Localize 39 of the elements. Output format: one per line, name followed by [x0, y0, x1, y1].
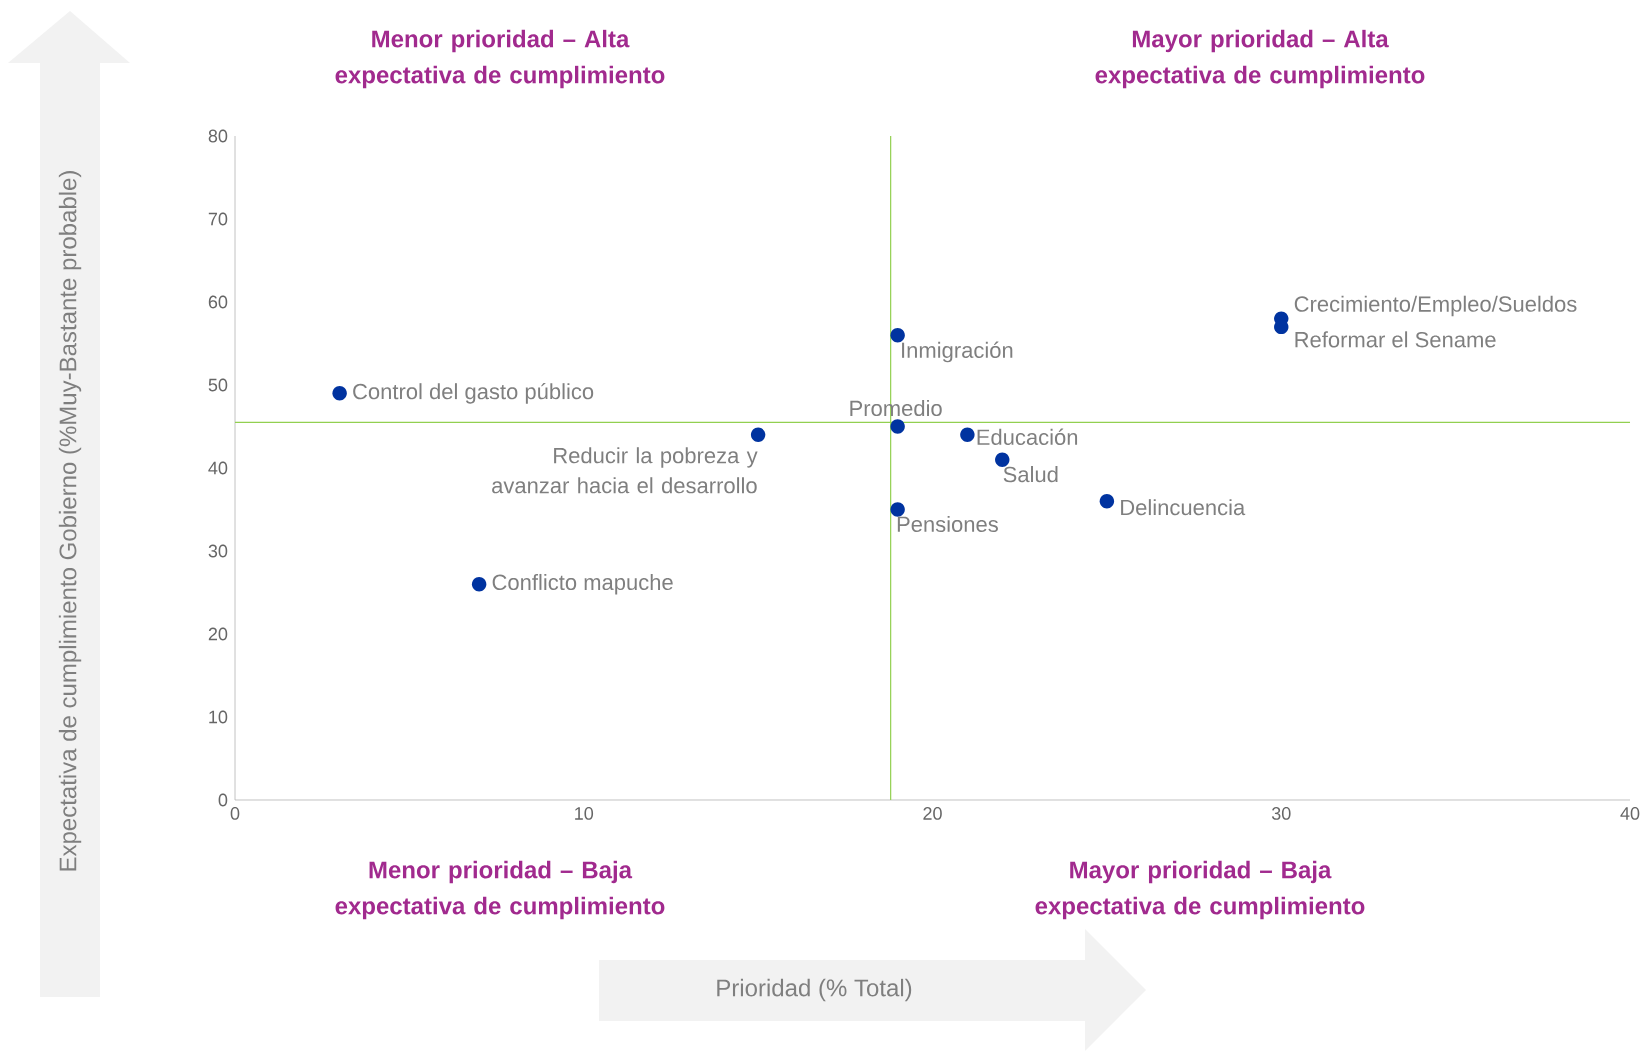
y-tick-label: 40: [208, 461, 228, 475]
x-tick-label: 20: [923, 807, 942, 820]
annotation: Pensiones: [897, 515, 998, 533]
annotation: Salud: [1003, 466, 1058, 483]
y-tick-label: 60: [208, 295, 228, 309]
text: Prioridad (% Total): [717, 978, 912, 1002]
point: [960, 427, 975, 442]
text: Menor prioridad – Baja expectativa de cumplimiento: [335, 860, 665, 920]
y-tick-label: 80: [208, 129, 228, 143]
text: Mayor prioridad – Baja expectativa de cumplimiento: [1035, 860, 1365, 920]
x-tick-label: 10: [575, 807, 594, 820]
point: [995, 452, 1010, 467]
annotation: Control del gasto público: [353, 382, 594, 404]
text: Mayor prioridad – Alta expectativa de cumplimiento: [1095, 29, 1425, 89]
point: [1099, 494, 1115, 509]
annotation: Inmigración: [902, 341, 1013, 363]
point: [890, 419, 905, 434]
annotation: Delincuencia: [1121, 499, 1246, 516]
annotation: Educación: [977, 428, 1078, 446]
y-tick-label: 20: [208, 627, 228, 641]
y-tick-label: 50: [208, 378, 228, 392]
text: Menor prioridad – Alta expectativa de cumplimiento: [335, 29, 665, 89]
annotation: Reformar el Sename: [1295, 331, 1496, 348]
point: [332, 386, 347, 401]
y-tick-label: 30: [208, 544, 228, 558]
y-tick-label: 10: [209, 710, 228, 724]
x-tick-label: 30: [1271, 807, 1291, 820]
y-tick-label: 70: [208, 212, 228, 226]
annotation: Conflicto mapuche: [492, 573, 673, 595]
y-tick-label: 0: [218, 793, 228, 807]
x-tick-label: 40: [1620, 807, 1640, 820]
point: [471, 577, 487, 592]
text: Expectativa de cumplimiento Gobierno (%Muy-Bastante probable): [58, 171, 82, 871]
annotation: Crecimiento/Empleo/Sueldos: [1294, 295, 1577, 317]
annotation: Reducir la pobreza y avanzar hacia el desarrollo: [492, 447, 758, 494]
x-tick-label: 0: [230, 807, 240, 820]
point: [750, 427, 766, 442]
point: [890, 328, 905, 343]
point: [890, 502, 905, 517]
